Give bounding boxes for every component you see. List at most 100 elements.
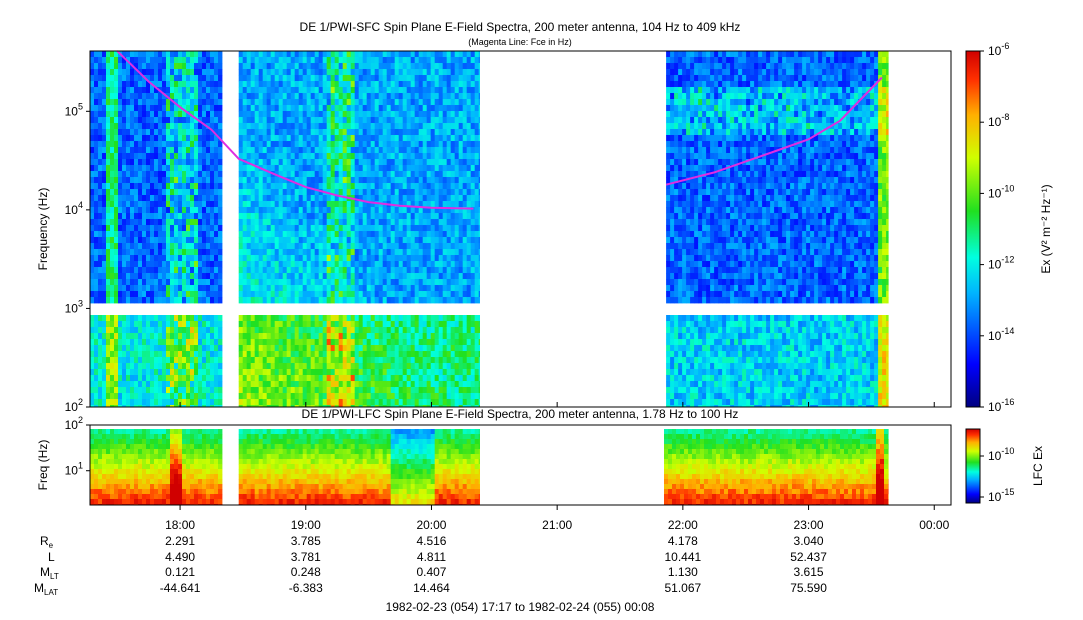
sfc-heatmap-cell [250,345,256,352]
sfc-heatmap-cell [350,327,356,334]
sfc-heatmap-cell [334,51,340,58]
sfc-heatmap-cell [314,147,320,154]
sfc-heatmap-cell [94,405,99,408]
sfc-heatmap-cell [98,249,103,256]
sfc-heatmap-cell [154,63,159,70]
sfc-heatmap-cell [334,225,340,232]
sfc-heatmap-cell [330,261,336,268]
sfc-heatmap-cell [218,141,223,148]
sfc-heatmap-cell [178,69,183,76]
sfc-heatmap-cell [438,111,444,118]
sfc-heatmap-cell [106,69,111,76]
sfc-heatmap-cell [118,297,123,304]
sfc-heatmap-cell [122,351,127,358]
sfc-heatmap-cell [198,207,203,214]
sfc-heatmap-cell [378,75,384,82]
sfc-heatmap-cell [202,267,207,274]
sfc-heatmap-cell [370,207,376,214]
sfc-heatmap-cell [418,261,424,268]
sfc-heatmap-cell [266,381,272,388]
sfc-heatmap-cell [442,99,448,106]
sfc-heatmap-cell [90,225,95,232]
sfc-heatmap-cell [174,273,179,280]
sfc-heatmap-cell [378,99,384,106]
sfc-heatmap-cell [418,63,424,70]
sfc-heatmap-cell [334,375,340,382]
sfc-heatmap-cell [190,153,195,160]
sfc-heatmap-cell [98,219,103,226]
sfc-heatmap-cell [306,219,312,226]
sfc-heatmap-cell [334,111,340,118]
sfc-heatmap-cell [206,117,211,124]
sfc-heatmap-cell [106,207,111,214]
sfc-heatmap-cell [366,225,372,232]
sfc-heatmap-cell [94,201,99,208]
sfc-heatmap-cell [242,297,248,304]
sfc-heatmap-cell [198,147,203,154]
sfc-heatmap-cell [242,405,248,408]
sfc-heatmap-cell [282,375,288,382]
sfc-heatmap-cell [282,87,288,94]
sfc-heatmap-cell [206,261,211,268]
sfc-heatmap-cell [238,117,244,124]
sfc-heatmap-cell [374,117,380,124]
sfc-heatmap-cell [378,321,384,328]
sfc-heatmap-cell [362,255,368,262]
sfc-heatmap-cell [438,399,444,406]
sfc-heatmap-cell [90,339,95,346]
sfc-heatmap-cell [90,69,95,76]
sfc-heatmap-cell [130,381,135,388]
sfc-heatmap-cell [446,57,452,64]
sfc-heatmap-cell [166,297,171,304]
sfc-heatmap-cell [242,321,248,328]
sfc-heatmap-cell [118,141,123,148]
sfc-heatmap-cell [238,375,244,382]
sfc-heatmap-cell [202,141,207,148]
sfc-heatmap-cell [274,159,280,166]
sfc-heatmap-cell [426,123,432,130]
sfc-heatmap-cell [290,225,296,232]
sfc-heatmap-cell [170,315,175,322]
sfc-heatmap-cell [410,237,416,244]
sfc-heatmap-cell [362,123,368,130]
sfc-heatmap-cell [374,285,380,292]
sfc-heatmap-cell [178,333,183,340]
sfc-heatmap-cell [382,87,388,94]
sfc-heatmap-cell [442,333,448,340]
sfc-heatmap-cell [98,405,103,408]
sfc-heatmap-cell [98,183,103,190]
sfc-heatmap-cell [390,255,396,262]
sfc-heatmap-cell [314,381,320,388]
sfc-heatmap-cell [310,111,316,118]
sfc-heatmap-cell [358,105,364,112]
sfc-heatmap-cell [390,75,396,82]
sfc-heatmap-cell [146,69,151,76]
sfc-heatmap-cell [254,207,260,214]
sfc-heatmap-cell [382,399,388,406]
sfc-heatmap-cell [354,213,360,220]
sfc-heatmap-cell [422,333,428,340]
sfc-heatmap-cell [178,147,183,154]
sfc-heatmap-cell [106,351,111,358]
sfc-heatmap-cell [134,99,139,106]
sfc-heatmap-cell [410,273,416,280]
sfc-heatmap-cell [338,291,344,298]
sfc-heatmap-cell [138,279,143,286]
sfc-heatmap-cell [90,327,95,334]
sfc-heatmap-cell [114,387,119,394]
sfc-heatmap-cell [94,375,99,382]
sfc-heatmap-cell [326,219,332,226]
sfc-heatmap-cell [438,237,444,244]
sfc-heatmap-cell [214,285,219,292]
sfc-heatmap-cell [406,255,412,262]
sfc-heatmap-cell [162,111,167,118]
sfc-heatmap-cell [446,147,452,154]
sfc-heatmap-cell [98,387,103,394]
sfc-heatmap-cell [274,369,280,376]
sfc-heatmap-cell [418,147,424,154]
sfc-heatmap-cell [174,165,179,172]
sfc-heatmap-cell [394,99,400,106]
sfc-heatmap-cell [206,273,211,280]
sfc-heatmap-cell [426,363,432,370]
sfc-heatmap-cell [266,231,272,238]
